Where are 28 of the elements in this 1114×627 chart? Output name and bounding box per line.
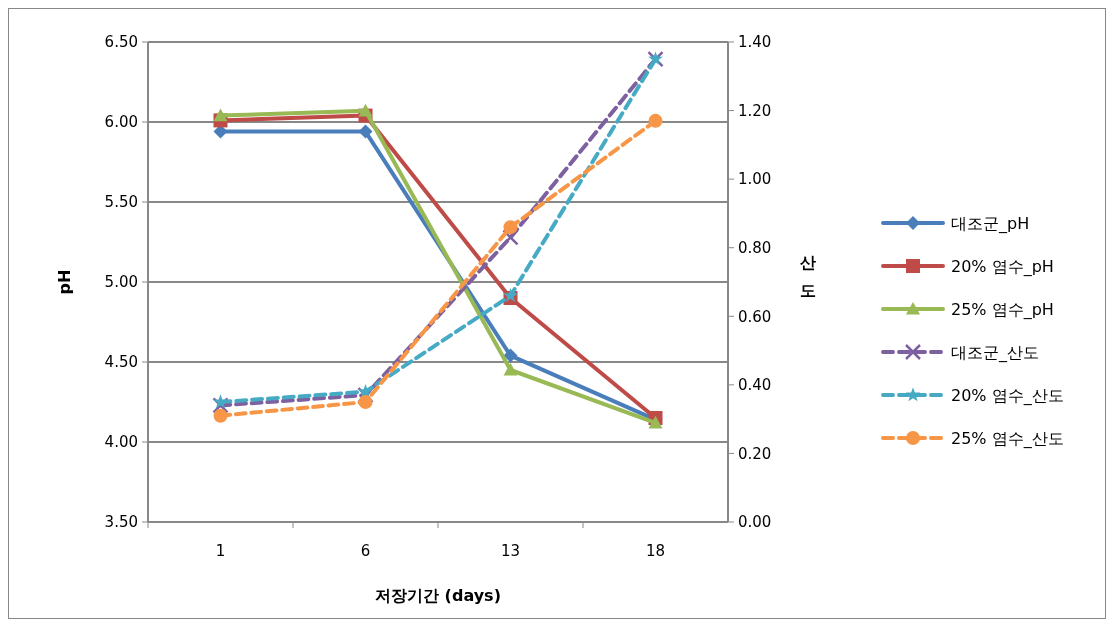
legend-label: 25% 염수_산도 [951,428,1064,449]
y2-tick-label: 0.80 [738,238,772,257]
y-tick-label: 4.50 [104,353,138,372]
y2-tick-label: 1.40 [738,33,772,52]
y-tick-label: 3.50 [104,513,138,532]
x-tick-label: 6 [360,542,371,560]
y-tick-label: 6.50 [104,33,138,52]
y2-tick-label: 0.60 [738,307,772,326]
legend-label: 대조군_pH [951,213,1030,234]
y2-tick-label: 0.00 [738,513,772,532]
legend-label: 20% 염수_pH [951,256,1054,277]
legend-label: 대조군_산도 [951,342,1039,363]
y2-axis-title: 산도 [800,253,816,300]
y2-tick-label: 1.20 [738,101,772,120]
x-axis-title: 저장기간 (days) [375,586,501,605]
legend-label: 20% 염수_산도 [951,385,1064,406]
y-tick-label: 4.00 [104,433,138,452]
y-tick-label: 5.00 [104,273,138,292]
y2-tick-label: 0.40 [738,376,772,395]
x-tick-label: 18 [645,542,666,560]
y2-tick-label: 0.20 [738,444,772,463]
y-tick-label: 6.00 [104,113,138,132]
x-tick-label: 13 [500,542,521,560]
y2-tick-label: 1.00 [738,170,772,189]
legend-label: 25% 염수_pH [951,299,1054,320]
x-tick-label: 1 [215,542,226,560]
y-tick-label: 5.50 [104,193,138,212]
y-axis-title: pH [55,269,74,295]
